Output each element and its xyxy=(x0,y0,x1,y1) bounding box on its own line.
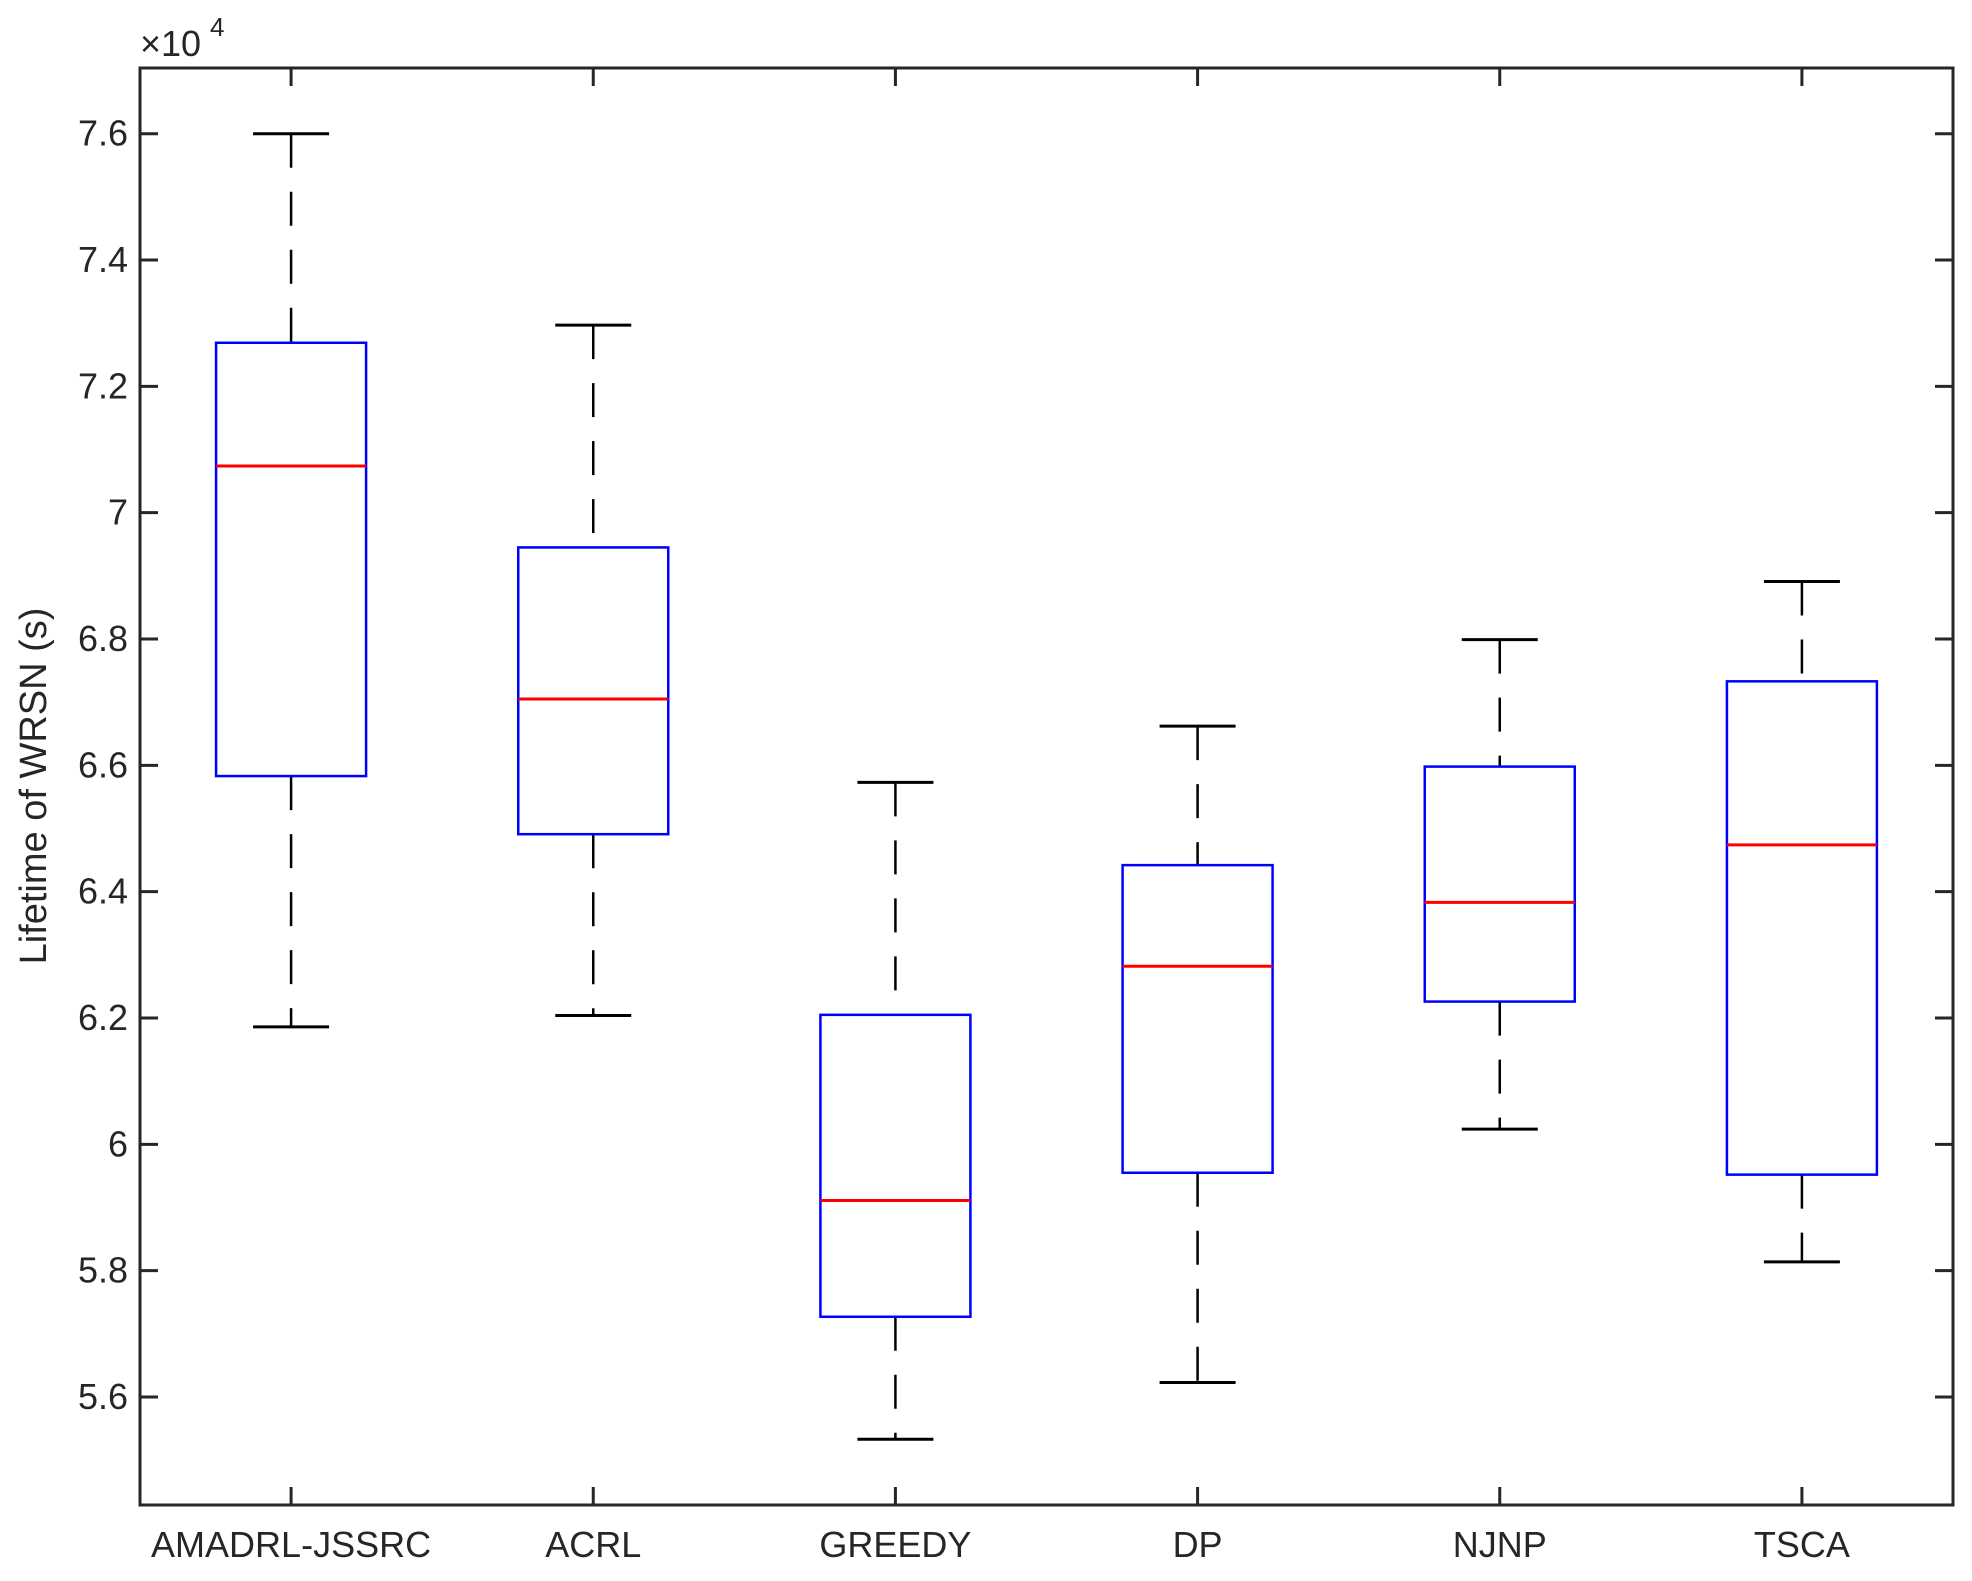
y-tick-label: 7 xyxy=(108,492,128,533)
exponent-base: ×10 xyxy=(140,23,201,64)
x-tick-label: DP xyxy=(1173,1524,1223,1565)
iqr-box xyxy=(1423,765,1576,1003)
x-axis-ticks: AMADRL-JSSRC ACRL GREEDY DP NJNP TSCA xyxy=(151,68,1850,1565)
exponent-label: ×10 4 xyxy=(140,12,224,64)
y-tick-label: 6.6 xyxy=(78,744,128,785)
y-tick-label: 6 xyxy=(108,1123,128,1164)
y-tick-label: 7.4 xyxy=(78,239,128,280)
x-tick-label: ACRL xyxy=(545,1524,641,1565)
y-axis-label: Lifetime of WRSN (s) xyxy=(13,608,55,965)
box-group-amadrl-jssrc xyxy=(214,132,368,1029)
box-group-njnp xyxy=(1423,638,1576,1131)
iqr-box xyxy=(819,1013,972,1319)
iqr-box xyxy=(1725,680,1879,1176)
y-tick-label: 5.8 xyxy=(78,1250,128,1291)
y-tick-label: 7.2 xyxy=(78,365,128,406)
x-tick-label: TSCA xyxy=(1754,1524,1850,1565)
x-tick-label: AMADRL-JSSRC xyxy=(151,1524,431,1565)
box-group-tsca xyxy=(1725,580,1879,1264)
x-tick-label: GREEDY xyxy=(819,1524,971,1565)
iqr-box xyxy=(1121,863,1274,1175)
y-axis-ticks: 5.6 5.8 6 6.2 6.4 6.6 6.8 7 7.2 7.4 7.6 xyxy=(78,113,1953,1417)
plot-marks xyxy=(214,132,1879,1441)
y-tick-label: 6.8 xyxy=(78,618,128,659)
box-group-acrl xyxy=(517,323,670,1017)
y-tick-label: 7.6 xyxy=(78,113,128,154)
box-group-greedy xyxy=(819,780,972,1441)
x-tick-label: NJNP xyxy=(1453,1524,1547,1565)
iqr-box xyxy=(517,546,670,836)
exponent-power: 4 xyxy=(210,12,224,42)
y-tick-label: 6.2 xyxy=(78,997,128,1038)
box-group-dp xyxy=(1121,724,1274,1384)
axes-frame xyxy=(138,66,1955,1507)
y-tick-label: 6.4 xyxy=(78,871,128,912)
iqr-box xyxy=(214,341,368,778)
y-tick-label: 5.6 xyxy=(78,1376,128,1417)
